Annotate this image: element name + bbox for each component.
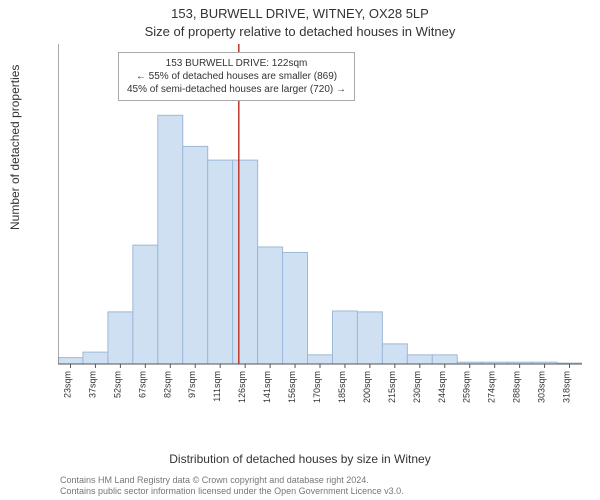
- footer-line2: Contains public sector information licen…: [60, 486, 404, 498]
- svg-text:82sqm: 82sqm: [162, 371, 172, 398]
- infobox-line1: 153 BURWELL DRIVE: 122sqm: [127, 57, 346, 70]
- info-box: 153 BURWELL DRIVE: 122sqm ← 55% of detac…: [118, 52, 355, 101]
- svg-text:259sqm: 259sqm: [462, 371, 472, 403]
- x-axis-label: Distribution of detached houses by size …: [0, 452, 600, 466]
- infobox-line2: ← 55% of detached houses are smaller (86…: [127, 70, 346, 83]
- svg-text:274sqm: 274sqm: [487, 371, 497, 403]
- svg-text:170sqm: 170sqm: [312, 371, 322, 403]
- chart-container: 153, BURWELL DRIVE, WITNEY, OX28 5LP Siz…: [0, 0, 600, 500]
- svg-text:156sqm: 156sqm: [287, 371, 297, 403]
- infobox-line3: 45% of semi-detached houses are larger (…: [127, 83, 346, 96]
- svg-text:288sqm: 288sqm: [512, 371, 522, 403]
- svg-text:141sqm: 141sqm: [262, 371, 272, 403]
- svg-text:244sqm: 244sqm: [437, 371, 447, 403]
- svg-text:303sqm: 303sqm: [537, 371, 547, 403]
- svg-text:230sqm: 230sqm: [412, 371, 422, 403]
- footer-line1: Contains HM Land Registry data © Crown c…: [60, 475, 404, 487]
- svg-text:23sqm: 23sqm: [62, 371, 72, 398]
- svg-text:200sqm: 200sqm: [362, 371, 372, 403]
- svg-text:111sqm: 111sqm: [212, 371, 222, 402]
- svg-text:97sqm: 97sqm: [187, 371, 197, 398]
- title-sub: Size of property relative to detached ho…: [0, 24, 600, 39]
- svg-text:37sqm: 37sqm: [87, 371, 97, 398]
- svg-text:52sqm: 52sqm: [112, 371, 122, 398]
- svg-text:318sqm: 318sqm: [562, 371, 572, 403]
- y-axis-label: Number of detached properties: [8, 65, 22, 230]
- footer: Contains HM Land Registry data © Crown c…: [60, 475, 404, 498]
- svg-text:185sqm: 185sqm: [337, 371, 347, 403]
- svg-text:126sqm: 126sqm: [237, 371, 247, 403]
- title-main: 153, BURWELL DRIVE, WITNEY, OX28 5LP: [0, 6, 600, 21]
- plot-area: 05010015020025030035023sqm37sqm52sqm67sq…: [58, 44, 582, 414]
- svg-text:215sqm: 215sqm: [387, 371, 397, 403]
- svg-text:67sqm: 67sqm: [137, 371, 147, 398]
